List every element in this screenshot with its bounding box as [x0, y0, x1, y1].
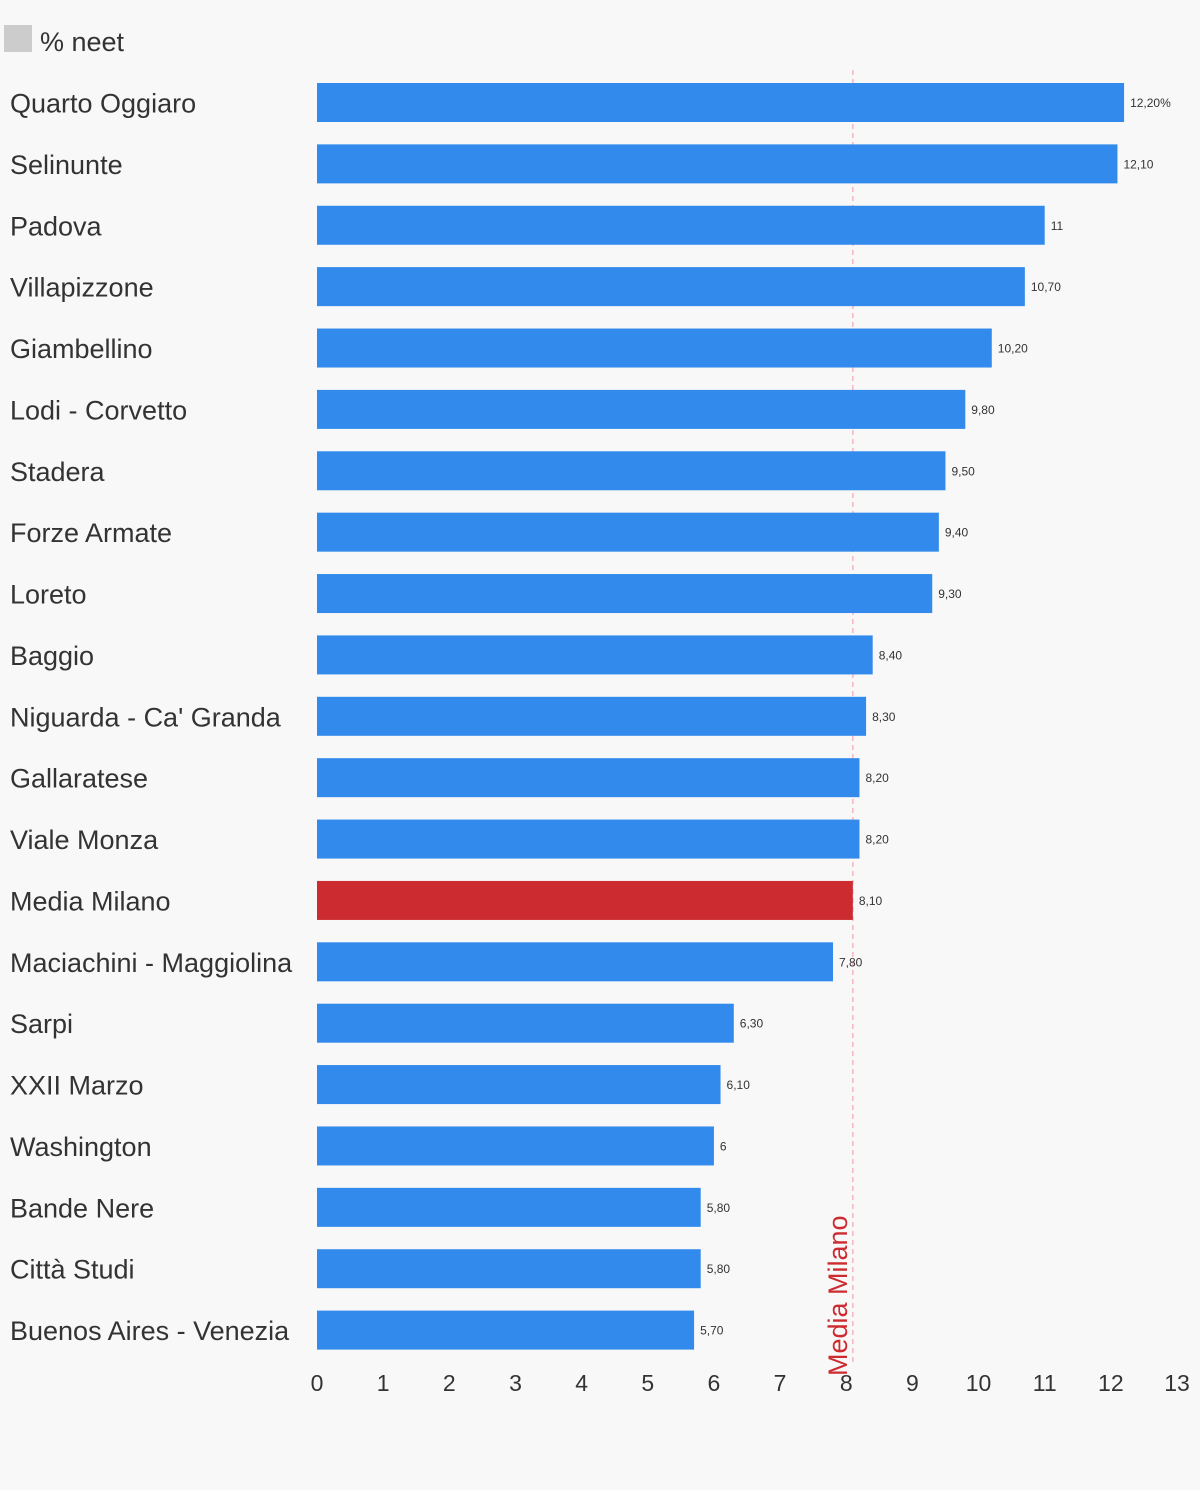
value-label-giambellino: 10,20 — [998, 342, 1028, 356]
category-label-padova: Padova — [10, 211, 103, 241]
value-label-viale-monza: 8,20 — [865, 833, 889, 847]
bar-maciachini-maggiolina — [317, 942, 833, 982]
bar-media-milano — [317, 880, 853, 920]
value-label-baggio: 8,40 — [879, 648, 903, 662]
bar-sarpi — [317, 1003, 734, 1043]
category-label-niguarda-ca-granda: Niguarda - Ca' Granda — [10, 702, 282, 732]
x-tick-label-0: 0 — [311, 1370, 324, 1396]
category-label-gallaratese: Gallaratese — [10, 764, 148, 794]
category-label-buenos-aires-venezia: Buenos Aires - Venezia — [10, 1316, 290, 1346]
value-label-villapizzone: 10,70 — [1031, 280, 1061, 294]
bar-baggio — [317, 635, 873, 675]
value-label-bande-nere: 5,80 — [707, 1201, 731, 1215]
bar-citta-studi — [317, 1249, 701, 1289]
bar-villapizzone — [317, 267, 1025, 307]
x-tick-label-9: 9 — [906, 1370, 919, 1396]
category-label-viale-monza: Viale Monza — [10, 825, 159, 855]
value-label-sarpi: 6,30 — [740, 1017, 764, 1031]
bar-forze-armate — [317, 512, 939, 552]
x-tick-label-5: 5 — [641, 1370, 654, 1396]
bar-bande-nere — [317, 1187, 701, 1227]
category-label-washington: Washington — [10, 1132, 152, 1162]
value-label-gallaratese: 8,20 — [865, 771, 889, 785]
x-tick-label-1: 1 — [377, 1370, 390, 1396]
bar-niguarda-ca-granda — [317, 696, 867, 736]
category-label-media-milano: Media Milano — [10, 886, 171, 916]
value-label-media-milano: 8,10 — [859, 894, 883, 908]
value-label-washington: 6 — [720, 1139, 727, 1153]
bar-quarto-oggiaro — [317, 83, 1125, 122]
x-tick-label-6: 6 — [708, 1370, 721, 1396]
category-label-lodi-corvetto: Lodi - Corvetto — [10, 395, 187, 425]
category-label-xxii-marzo: XXII Marzo — [10, 1071, 144, 1101]
x-tick-label-2: 2 — [443, 1370, 456, 1396]
category-label-baggio: Baggio — [10, 641, 94, 671]
legend-label: % neet — [40, 27, 125, 57]
value-label-niguarda-ca-granda: 8,30 — [872, 710, 896, 724]
bar-padova — [317, 205, 1045, 245]
category-label-citta-studi: Città Studi — [10, 1255, 135, 1285]
bar-stadera — [317, 451, 946, 491]
value-label-forze-armate: 9,40 — [945, 526, 969, 540]
value-label-lodi-corvetto: 9,80 — [971, 403, 995, 417]
category-label-stadera: Stadera — [10, 457, 106, 487]
category-label-loreto: Loreto — [10, 580, 87, 610]
bar-giambellino — [317, 328, 992, 368]
plot-area: Quarto Oggiaro 12,20% Selinunte 12,10 Padova… — [10, 70, 1190, 1396]
value-label-selinunte: 12,10 — [1123, 157, 1153, 171]
reference-line-label: Media Milano — [823, 1215, 853, 1376]
category-label-quarto-oggiaro: Quarto Oggiaro — [10, 89, 196, 119]
category-label-villapizzone: Villapizzone — [10, 273, 154, 303]
x-tick-label-7: 7 — [774, 1370, 787, 1396]
x-tick-label-13: 13 — [1164, 1370, 1190, 1396]
bar-selinunte — [317, 144, 1118, 184]
x-tick-label-4: 4 — [575, 1370, 588, 1396]
value-label-buenos-aires-venezia: 5,70 — [700, 1324, 724, 1338]
x-tick-label-3: 3 — [509, 1370, 522, 1396]
value-label-maciachini-maggiolina: 7,80 — [839, 955, 863, 969]
value-label-quarto-oggiaro: 12,20% — [1130, 96, 1171, 110]
x-tick-label-11: 11 — [1033, 1370, 1057, 1396]
bar-loreto — [317, 574, 933, 614]
bar-washington — [317, 1126, 714, 1166]
bar-buenos-aires-venezia — [317, 1310, 695, 1350]
x-tick-label-12: 12 — [1098, 1370, 1124, 1396]
value-label-xxii-marzo: 6,10 — [727, 1078, 751, 1092]
legend-swatch — [4, 25, 32, 52]
value-label-padova: 11 — [1051, 219, 1064, 233]
x-tick-label-8: 8 — [840, 1370, 853, 1396]
value-label-citta-studi: 5,80 — [707, 1262, 731, 1276]
value-label-loreto: 9,30 — [938, 587, 962, 601]
category-label-bande-nere: Bande Nere — [10, 1193, 154, 1223]
category-label-sarpi: Sarpi — [10, 1009, 73, 1039]
legend: % neet — [4, 25, 125, 57]
category-label-maciachini-maggiolina: Maciachini - Maggiolina — [10, 948, 293, 978]
bar-xxii-marzo — [317, 1065, 721, 1105]
x-tick-label-10: 10 — [966, 1370, 992, 1396]
bar-gallaratese — [317, 758, 860, 798]
bar-lodi-corvetto — [317, 389, 966, 429]
category-label-giambellino: Giambellino — [10, 334, 153, 364]
category-label-selinunte: Selinunte — [10, 150, 123, 180]
bar-viale-monza — [317, 819, 860, 859]
value-label-stadera: 9,50 — [951, 464, 975, 478]
category-label-forze-armate: Forze Armate — [10, 518, 172, 548]
